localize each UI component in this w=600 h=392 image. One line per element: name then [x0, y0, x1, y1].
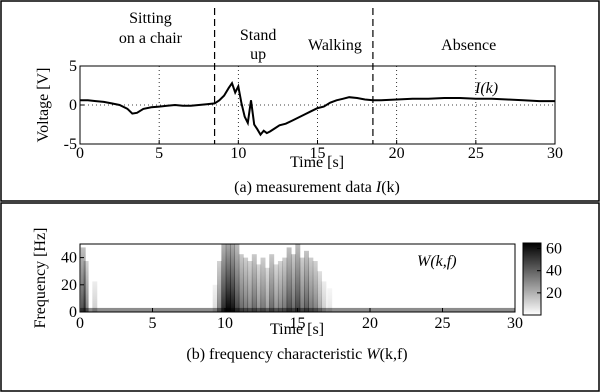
colorbar-tick-label: 40 — [546, 263, 562, 280]
spectrogram-cell — [230, 244, 236, 312]
voltage-x-tick-label: 10 — [230, 145, 246, 162]
spectrogram-cell — [83, 261, 89, 312]
voltage-x-tick-label: 0 — [76, 145, 84, 162]
panel-b: 0 5 10 15 20 25 30 40 20 0 Time [s] Frequency [H… — [32, 228, 562, 363]
spectrogram-y-tick-label: 0 — [69, 304, 77, 321]
spectrogram-y-ticks: 40 20 0 — [61, 250, 84, 321]
voltage-y-tick-label: -5 — [64, 136, 77, 153]
spectrogram-cells — [80, 244, 515, 312]
spectrogram-cell — [321, 281, 327, 312]
spectrogram-x-ticks: 0 5 10 15 20 25 30 — [76, 308, 523, 332]
colorbar — [522, 242, 542, 316]
voltage-x-tick-label: 15 — [310, 145, 326, 162]
spectrogram-y-tick-label: 40 — [61, 250, 77, 267]
voltage-plot-area — [79, 65, 556, 145]
colorbar-ticks: 60 40 20 — [537, 241, 562, 302]
spectrogram-cell — [299, 257, 305, 312]
spectrogram-cell — [80, 247, 86, 312]
phase-label: Sitting — [129, 10, 172, 27]
spectrogram-cell — [247, 261, 253, 312]
phase-label: Stand — [240, 27, 276, 44]
phase-label: Walking — [308, 37, 362, 54]
spectrogram-cell — [327, 288, 333, 312]
panel-a-caption: (a) measurement data I(k) — [234, 179, 400, 196]
voltage-x-label: Time [s] — [290, 154, 344, 171]
phase-label: up — [250, 46, 266, 63]
spectrogram-x-tick-label: 0 — [76, 315, 84, 332]
spectrogram-cell — [273, 264, 279, 312]
panel-a: Sitting on a chair Stand up Walking Absence 0… — [35, 8, 563, 196]
spectrogram-cell — [312, 261, 318, 312]
spectrogram-x-tick-label: 20 — [362, 315, 378, 332]
spectrogram-cell — [238, 254, 244, 312]
spectrogram-cell — [295, 244, 301, 312]
panel-b-frame — [0, 202, 600, 392]
spectrogram-cell — [308, 257, 314, 312]
panel-b-caption: (b) frequency characteristic W(k,f) — [186, 346, 407, 363]
colorbar-tick-label: 60 — [546, 241, 562, 258]
voltage-y-label: Voltage [V] — [35, 68, 52, 143]
spectrogram-cell — [277, 261, 283, 312]
phase-labels: Sitting on a chair Stand up Walking Absence — [119, 10, 496, 63]
spectrogram-cell — [260, 257, 266, 312]
voltage-x-tick-label: 5 — [155, 145, 163, 162]
spectrogram-cell — [264, 267, 270, 312]
spectrogram-y-tick-label: 20 — [61, 277, 77, 294]
voltage-x-ticks: 0 5 10 15 20 25 30 — [76, 140, 563, 162]
spectrogram-series-label: W(k,f) — [417, 253, 457, 270]
phase-label: on a chair — [119, 30, 183, 47]
voltage-y-ticks: 5 0 -5 — [64, 58, 84, 153]
voltage-y-tick-label: 0 — [69, 97, 77, 114]
voltage-x-tick-label: 20 — [389, 145, 405, 162]
panel-a-frame — [0, 0, 600, 202]
spectrogram-x-tick-label: 30 — [507, 315, 523, 332]
spectrogram-cell — [269, 254, 275, 312]
colorbar-tick-label: 20 — [546, 285, 562, 302]
spectrogram-y-label: Frequency [Hz] — [32, 228, 49, 329]
spectrogram-cell — [217, 261, 222, 312]
spectrogram-x-label: Time [s] — [270, 321, 324, 338]
voltage-y-tick-label: 5 — [69, 58, 77, 75]
voltage-x-tick-label: 30 — [547, 145, 563, 162]
voltage-grid — [80, 66, 555, 144]
voltage-series-line — [80, 81, 555, 137]
spectrogram-x-tick-label: 10 — [217, 315, 233, 332]
phase-label: Absence — [441, 37, 496, 54]
spectrogram-cell — [282, 257, 288, 312]
voltage-series-label: I(k) — [474, 80, 498, 97]
spectrogram-cell — [286, 247, 292, 312]
spectrogram-cell — [212, 284, 218, 312]
spectrogram-cell — [225, 244, 231, 312]
spectrogram-x-tick-label: 5 — [149, 315, 157, 332]
spectrogram-x-tick-label: 15 — [290, 315, 306, 332]
spectrogram-cell — [251, 254, 257, 312]
spectrogram-cell — [317, 271, 323, 312]
spectrogram-x-tick-label: 25 — [435, 315, 451, 332]
spectrogram-cell — [290, 254, 296, 312]
spectrogram-cell — [92, 281, 98, 312]
voltage-x-tick-label: 25 — [468, 145, 484, 162]
spectrogram-cell — [256, 264, 262, 312]
spectrogram-cell — [221, 244, 227, 312]
phase-divider-lines — [213, 8, 374, 144]
spectrogram-cell — [243, 257, 249, 312]
spectrogram-cell — [234, 244, 240, 312]
spectrogram-cell — [304, 250, 309, 312]
